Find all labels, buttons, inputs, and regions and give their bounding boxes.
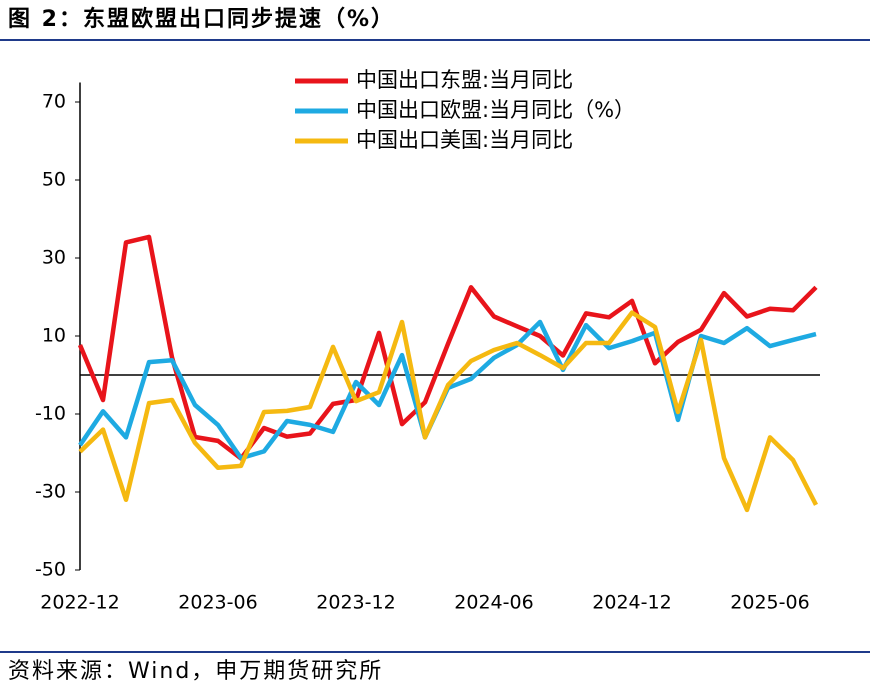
series-line [78,310,819,513]
x-tick-label: 2022-12 [40,592,119,614]
x-tick-label: 2025-06 [730,592,809,614]
legend-label: 中国出口东盟:当月同比 [356,68,573,92]
chart-title: 图 2：东盟欧盟出口同步提速（%） [8,6,395,32]
y-tick-label: -30 [35,481,66,503]
y-tick-label: 50 [42,169,66,191]
y-tick-label: -10 [35,403,66,425]
x-tick-label: 2023-06 [178,592,257,614]
y-tick-label: 30 [42,247,66,269]
legend-label: 中国出口美国:当月同比 [356,128,573,152]
y-tick-label: 70 [42,91,66,113]
y-tick-label: -50 [35,559,66,581]
x-tick-label: 2024-12 [592,592,671,614]
series-line [77,234,818,461]
y-tick-label: 10 [42,325,66,347]
source: 资料来源：Wind，申万期货研究所 [8,659,383,684]
x-tick-label: 2023-12 [316,592,395,614]
legend-label: 中国出口欧盟:当月同比（%） [356,98,635,122]
x-tick-label: 2024-06 [454,592,533,614]
